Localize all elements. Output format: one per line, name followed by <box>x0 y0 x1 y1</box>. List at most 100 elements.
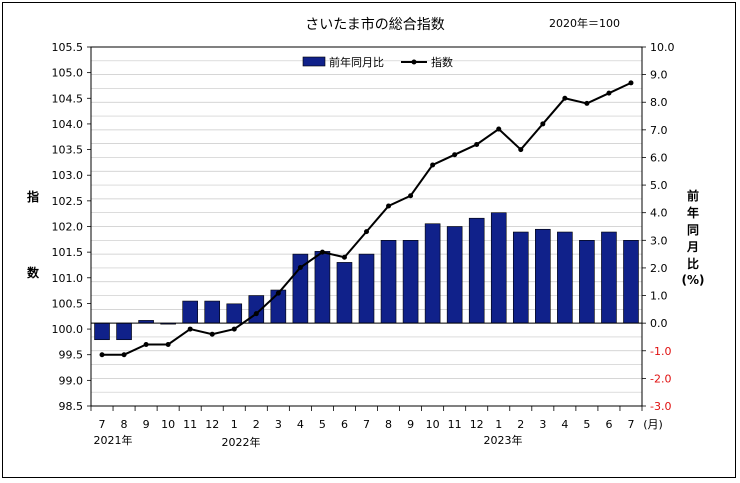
index-point-13 <box>386 203 392 209</box>
left-tick-label-5: 101.0 <box>52 272 84 285</box>
year-label-2022: 2022年 <box>222 435 261 449</box>
bar-6 <box>226 303 243 324</box>
bar-series <box>94 212 639 341</box>
left-axis-label: 指 数 <box>27 189 40 280</box>
bar-10 <box>314 251 331 324</box>
x-tick-label-18: 1 <box>495 418 502 431</box>
bar-12 <box>358 253 375 324</box>
left-tick-label-8: 102.5 <box>52 195 84 208</box>
left-tick-label-14: 105.5 <box>52 41 84 54</box>
index-point-3 <box>165 341 171 347</box>
left-tick-label-0: 98.5 <box>59 400 84 413</box>
left-axis-label-char-2: 数 <box>27 265 40 280</box>
left-tick-label-1: 99.0 <box>59 374 84 387</box>
x-tick-label-5: 12 <box>205 418 219 431</box>
right-tick-label-7: 4.0 <box>650 207 668 220</box>
right-axis-label-part-2: 同 <box>687 223 699 237</box>
right-tick-label-11: 8.0 <box>650 96 668 109</box>
right-tick-label-4: 1.0 <box>650 290 668 303</box>
right-tick-label-1: -2.0 <box>650 372 671 385</box>
index-point-22 <box>584 100 590 106</box>
index-point-21 <box>562 95 568 101</box>
x-tick-label-7: 2 <box>253 418 260 431</box>
bar-14 <box>402 240 419 324</box>
bar-24 <box>623 240 639 324</box>
legend-bar-swatch <box>302 56 326 67</box>
left-tick-label-4: 100.5 <box>52 297 84 310</box>
index-point-19 <box>518 147 524 153</box>
right-tick-label-2: -1.0 <box>650 345 671 358</box>
index-point-7 <box>253 311 259 317</box>
x-tick-label-24: 7 <box>627 418 634 431</box>
chart-title: さいたま市の総合指数 <box>305 16 445 33</box>
left-axis-ticks: 98.5 99.0 99.5 100.0 100.5 101.0 101.5 102.0 102… <box>52 41 84 413</box>
chart-frame: さいたま市の総合指数 2020年＝100 98.5 99.0 99.5 100.0 10… <box>2 2 736 478</box>
right-tick-label-5: 2.0 <box>650 262 668 275</box>
index-point-14 <box>408 193 414 199</box>
left-tick-label-7: 102.0 <box>52 221 84 234</box>
bar-17 <box>468 217 485 324</box>
x-tick-label-22: 5 <box>583 418 590 431</box>
legend: 前年同月比 指数 <box>302 55 453 69</box>
index-point-2 <box>143 341 149 347</box>
index-point-1 <box>121 352 127 358</box>
index-point-16 <box>452 152 458 158</box>
x-tick-label-0: 7 <box>99 418 106 431</box>
index-point-5 <box>209 331 215 337</box>
x-tick-label-9: 4 <box>297 418 304 431</box>
x-tick-label-13: 8 <box>385 418 392 431</box>
right-tick-label-10: 7.0 <box>650 124 668 137</box>
line-series <box>99 80 634 358</box>
index-point-15 <box>430 162 436 168</box>
legend-bar-label: 前年同月比 <box>329 55 384 69</box>
left-tick-label-12: 104.5 <box>52 92 84 105</box>
left-tick-label-2: 99.5 <box>59 349 84 362</box>
right-tick-label-9: 6.0 <box>650 151 668 164</box>
index-point-11 <box>341 254 347 260</box>
bar-15 <box>424 223 441 324</box>
combo-chart: さいたま市の総合指数 2020年＝100 98.599.099.5100.010… <box>27 16 705 449</box>
bar-5 <box>204 300 221 324</box>
right-axis-label-part-0: 前 <box>687 188 699 203</box>
x-unit-label: (月) <box>643 418 663 431</box>
index-point-9 <box>297 265 303 271</box>
year-label-2021: 2021年 <box>94 433 133 447</box>
index-point-17 <box>474 141 480 147</box>
x-tick-label-1: 8 <box>121 418 128 431</box>
left-tick-label-10: 103.5 <box>52 144 84 157</box>
right-axis-label-part-4: 比 <box>687 256 699 271</box>
x-tick-label-21: 4 <box>561 418 568 431</box>
bar-19 <box>512 231 529 324</box>
index-point-8 <box>275 290 281 296</box>
index-point-4 <box>187 326 193 332</box>
left-tick-label-11: 104.0 <box>52 118 84 131</box>
bar-23 <box>601 231 617 324</box>
bar-21 <box>557 231 573 324</box>
index-point-20 <box>540 121 546 127</box>
x-tick-label-19: 2 <box>517 418 524 431</box>
right-axis-label-part-5: (%) <box>682 273 705 287</box>
legend-line-label: 指数 <box>431 55 453 69</box>
right-tick-label-12: 9.0 <box>650 69 668 82</box>
index-point-0 <box>99 352 105 358</box>
x-tick-label-14: 9 <box>407 418 414 431</box>
right-tick-label-3: 0.0 <box>650 317 668 330</box>
bar-13 <box>380 240 397 324</box>
right-tick-label-6: 3.0 <box>650 234 668 247</box>
right-axis-label: 前年同月比 (%) <box>682 188 705 287</box>
x-tick-label-8: 3 <box>275 418 282 431</box>
x-tick-label-17: 12 <box>470 418 484 431</box>
index-point-10 <box>319 249 325 255</box>
bar-0 <box>94 322 110 341</box>
right-tick-label-13: 10.0 <box>650 41 675 54</box>
base-note: 2020年＝100 <box>549 16 620 30</box>
right-axis-ticks: -3.0 -2.0 -1.0 0.0 1.0 2.0 3.0 4.0 5.0 6.0 7.0 8.0 9… <box>650 41 675 413</box>
legend-line-marker <box>411 59 417 65</box>
x-tick-label-6: 1 <box>231 418 238 431</box>
left-axis-label-char-1: 指 <box>27 189 39 204</box>
bar-11 <box>336 262 353 324</box>
x-tick-label-23: 6 <box>605 418 612 431</box>
bar-4 <box>182 300 198 324</box>
bar-16 <box>446 226 463 324</box>
index-point-6 <box>231 326 237 332</box>
